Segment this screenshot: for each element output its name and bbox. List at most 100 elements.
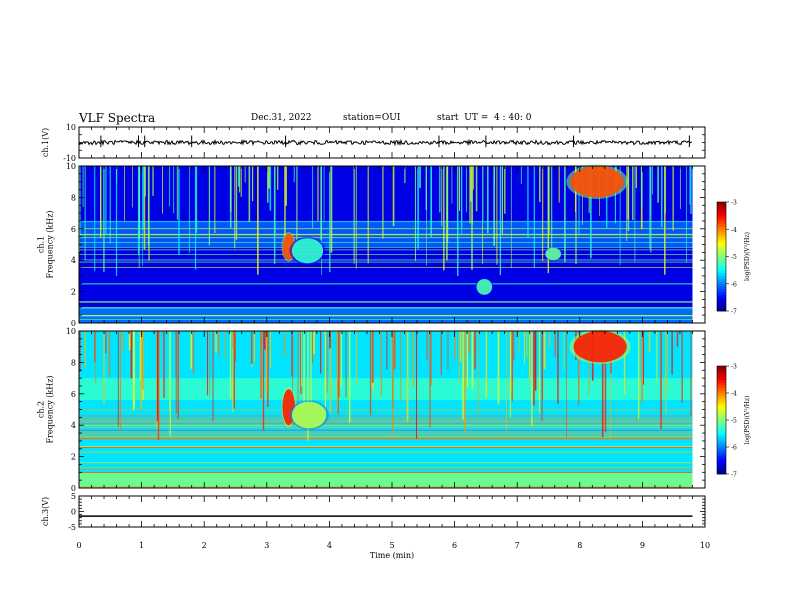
colorbar-segment — [717, 420, 726, 424]
colorbar-segment — [717, 433, 726, 437]
colorbar-segment — [717, 395, 726, 399]
colorbar-segment — [717, 204, 726, 208]
emission-event — [476, 279, 493, 295]
colorbar-segment — [717, 223, 726, 227]
x-tick-label: 6 — [452, 541, 457, 550]
y-tick-label: 8 — [71, 193, 76, 202]
emission-event — [570, 166, 624, 198]
x-tick-label: 1 — [139, 541, 144, 550]
colorbar-segment — [717, 286, 726, 290]
colorbar-segment — [717, 425, 726, 429]
colorbar-ch2: -3 -4 -5 -6 -7 log(PSD)(V²/Hz) — [716, 364, 751, 479]
colorbar-segment — [717, 231, 726, 236]
y-tick-label: 8 — [71, 358, 76, 367]
colorbar-segment — [717, 422, 726, 426]
y-axis-label: Frequency (kHz) — [46, 210, 55, 278]
colorbar-tick-label: -4 — [731, 391, 737, 398]
y-tick-label: 0 — [71, 319, 76, 328]
colorbar-segment — [717, 371, 726, 375]
colorbar-segment — [717, 436, 726, 440]
y-axis-label: Frequency (kHz) — [46, 375, 55, 443]
y-tick-label: 10 — [66, 123, 76, 132]
y-tick-label: 2 — [71, 453, 76, 462]
colorbar-tick-label: -3 — [731, 364, 737, 371]
colorbar-segment — [717, 444, 726, 448]
colorbar-segment — [717, 455, 726, 459]
y-axis-label: ch.1 — [37, 236, 46, 253]
colorbar-segment — [717, 368, 726, 372]
x-tick-label: 5 — [389, 541, 394, 550]
colorbar-segment — [717, 267, 726, 271]
emission-event — [573, 331, 627, 363]
y-tick-label: 0 — [71, 484, 76, 493]
colorbar-segment — [717, 297, 726, 301]
colorbar-segment — [717, 447, 726, 451]
colorbar-tick-label: -7 — [731, 472, 737, 479]
y-tick-label: 5 — [71, 492, 76, 501]
colorbar-segment — [717, 411, 726, 415]
start-time-label: start UT = 4 : 40: 0 — [437, 113, 532, 123]
colorbar-tick-label: -6 — [731, 281, 737, 288]
x-axis-label: Time (min) — [370, 551, 414, 560]
colorbar-segment — [717, 379, 726, 383]
colorbar-segment — [717, 264, 726, 268]
colorbar-segment — [717, 253, 726, 257]
colorbar-segment — [717, 226, 726, 230]
emission-event — [545, 247, 562, 261]
colorbar-segment — [717, 278, 726, 282]
colorbar-segment — [717, 212, 726, 217]
colorbar-segment — [717, 409, 726, 413]
colorbar-segment — [717, 401, 726, 405]
axes-panel-3: 5 0 -5 ch.3(V) — [41, 492, 706, 532]
y-tick-label: 6 — [71, 390, 76, 399]
emission-event — [291, 401, 327, 429]
colorbar-segment — [717, 393, 726, 397]
colorbar-segment — [717, 283, 726, 287]
colorbar-label: log(PSD)(V²/Hz) — [744, 232, 751, 281]
colorbar-segment — [717, 210, 726, 214]
colorbar-segment — [717, 438, 726, 442]
spectrogram-ch2 — [79, 329, 705, 488]
colorbar-segment — [717, 449, 726, 453]
x-tick-label: 3 — [264, 541, 269, 550]
colorbar-segment — [717, 308, 726, 312]
y-axis-label: ch.1(V) — [41, 128, 50, 157]
colorbar-segment — [717, 460, 726, 464]
colorbar-segment — [717, 251, 726, 255]
y-tick-label: 0 — [71, 508, 76, 517]
colorbar-tick-label: -3 — [731, 200, 737, 207]
x-tick-label: 2 — [202, 541, 207, 550]
waveform-ch1 — [78, 135, 693, 148]
x-tick-label: 4 — [327, 541, 332, 550]
station-label: station=OUI — [343, 113, 401, 123]
chart-title: VLF Spectra — [79, 111, 156, 125]
x-tick-label: 7 — [515, 541, 520, 550]
colorbar-segment — [717, 302, 726, 306]
colorbar-segment — [717, 240, 726, 244]
colorbar-segment — [717, 207, 726, 211]
colorbar-segment — [717, 256, 726, 260]
colorbar-segment — [717, 248, 726, 252]
colorbar-segment — [717, 300, 726, 304]
y-tick-label: 10 — [66, 327, 76, 336]
no-data-region — [692, 331, 705, 488]
colorbar-segment — [717, 414, 726, 418]
colorbar-segment — [717, 441, 726, 445]
colorbar-segment — [717, 245, 726, 249]
colorbar-segment — [717, 384, 726, 388]
colorbar-segment — [717, 291, 726, 296]
colorbar-segment — [717, 428, 726, 432]
emission-event — [291, 238, 324, 264]
colorbar-segment — [717, 202, 726, 206]
colorbar-ch1: -3 -4 -5 -6 -7 log(PSD)(V²/Hz) — [716, 200, 751, 316]
colorbar-segment — [717, 237, 726, 241]
colorbar-segment — [717, 229, 726, 233]
no-data-region — [692, 166, 705, 323]
colorbar-label: log(PSD)(V²/Hz) — [744, 396, 751, 445]
colorbar-segment — [717, 234, 726, 238]
colorbar-layer: -3 -4 -5 -6 -7 log(PSD)(V²/Hz) -3 -4 -5 -6 -7 log(P… — [716, 200, 751, 479]
colorbar-segment — [717, 382, 726, 386]
colorbar-segment — [717, 468, 726, 472]
colorbar-segment — [717, 417, 726, 421]
